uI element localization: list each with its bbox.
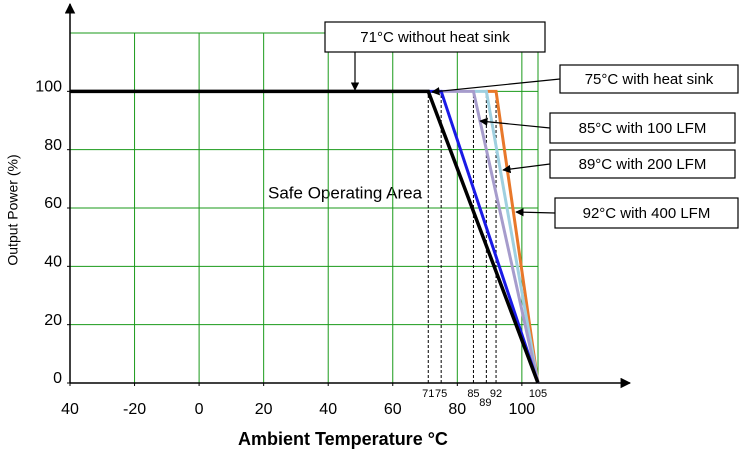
legend-label: 89°C with 200 LFM	[579, 156, 707, 173]
y-tick-label: 0	[53, 370, 62, 387]
callout-arrow	[431, 78, 561, 96]
callout-arrow	[515, 207, 556, 217]
x-tick-label: -20	[123, 401, 146, 418]
x-tick-label: 80	[448, 401, 466, 418]
legend-label: 71°C without heat sink	[360, 29, 510, 46]
derating-label: 105	[529, 388, 547, 400]
legend-label: 92°C with 400 LFM	[583, 205, 711, 222]
legend-label: 75°C with heat sink	[585, 71, 714, 88]
callout-box	[549, 112, 736, 144]
annotation: Safe Operating Area	[268, 183, 423, 202]
y-tick-label: 80	[44, 137, 62, 154]
y-tick-label: 100	[35, 79, 62, 96]
callout-box	[549, 149, 736, 179]
derating-label: 85	[467, 388, 479, 400]
x-tick-label: 60	[384, 401, 402, 418]
callout-box	[554, 197, 739, 229]
x-tick-label: 0	[195, 401, 204, 418]
y-axis-label: Output Power (%)	[5, 154, 21, 265]
callout-arrow	[502, 163, 551, 174]
callout-box	[324, 21, 546, 53]
x-tick-label: 40	[61, 401, 79, 418]
callout-arrow	[479, 117, 551, 129]
x-tick-label: 40	[319, 401, 337, 418]
series-line	[473, 89, 540, 384]
x-tick-label: 100	[509, 401, 536, 418]
x-tick-label: 20	[255, 401, 273, 418]
x-axis-label: Ambient Temperature °C	[238, 429, 448, 449]
y-tick-label: 60	[44, 195, 62, 212]
derating-label: 75	[435, 388, 447, 400]
y-tick-label: 40	[44, 254, 62, 271]
series-line	[441, 89, 540, 384]
legend-label: 85°C with 100 LFM	[579, 120, 707, 137]
derating-label: 89	[479, 397, 491, 409]
series-line	[70, 89, 540, 384]
series-line	[486, 89, 540, 384]
derating-label: 71	[422, 388, 434, 400]
derating-label: 92	[490, 388, 502, 400]
y-tick-label: 20	[44, 312, 62, 329]
